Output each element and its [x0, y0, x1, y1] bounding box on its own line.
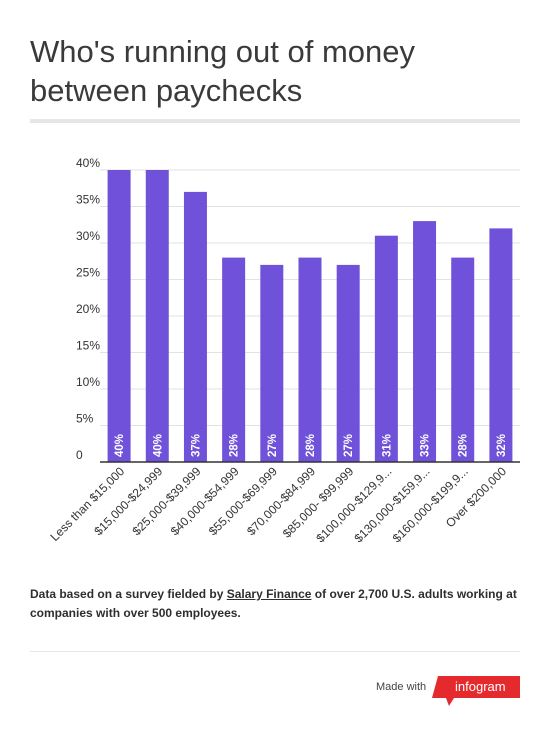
- title-divider: [30, 119, 520, 123]
- data-label: 28%: [305, 434, 317, 457]
- bar: [145, 170, 169, 462]
- x-tick-label: $85,000- $99,999: [280, 464, 357, 541]
- data-label: 40%: [152, 434, 164, 457]
- data-label: 27%: [343, 434, 355, 457]
- bar: [222, 257, 246, 462]
- data-label: 28%: [458, 434, 470, 457]
- bar: [107, 170, 131, 462]
- x-tick-label: $15,000-$24,999: [91, 464, 165, 538]
- footer-divider: [30, 651, 520, 652]
- x-tick-label: $25,000-$39,999: [130, 464, 204, 538]
- bar: [374, 235, 398, 462]
- x-tick-label: $40,000-$54,999: [168, 464, 242, 538]
- x-tick-label: $55,000-$69,999: [206, 464, 280, 538]
- infogram-logo[interactable]: [432, 672, 520, 708]
- y-tick-label: 30%: [76, 229, 100, 243]
- bar: [451, 257, 475, 462]
- data-label: 40%: [114, 434, 126, 457]
- bar: [183, 191, 207, 462]
- y-tick-label: 20%: [76, 302, 100, 316]
- y-tick-label: 25%: [76, 266, 100, 280]
- y-tick-label: 35%: [76, 193, 100, 207]
- data-label: 27%: [267, 434, 279, 457]
- data-label: 31%: [381, 434, 393, 457]
- bar: [298, 257, 322, 462]
- footnote-text-after: of over 2,700 U.S. adults working at com…: [30, 587, 517, 620]
- data-label: 37%: [190, 434, 202, 457]
- salary-finance-link[interactable]: Salary Finance: [226, 587, 312, 601]
- data-label: 28%: [229, 434, 241, 457]
- y-tick-label: 0: [76, 448, 83, 462]
- data-label: 32%: [496, 434, 508, 457]
- y-tick-label: 40%: [76, 156, 100, 170]
- made-with-label: Made with: [376, 681, 427, 693]
- y-tick-label: 10%: [76, 375, 100, 389]
- footnote-text-before: Data based on a survey fielded by: [30, 587, 227, 601]
- footnote: Data based on a survey fielded by Salary…: [30, 585, 520, 623]
- y-tick-label: 15%: [76, 339, 100, 353]
- bar: [336, 264, 360, 462]
- chart-title: Who's running out of money between paych…: [30, 34, 416, 108]
- bar-chart: 05%10%15%20%25%30%35%40%40%Less than $15…: [47, 156, 520, 545]
- x-tick-label: $70,000-$84,999: [244, 464, 318, 538]
- infogram-flag-icon: [432, 676, 520, 706]
- y-tick-label: 5%: [76, 412, 94, 426]
- bar: [413, 221, 437, 462]
- bar: [260, 264, 284, 462]
- data-label: 33%: [420, 434, 432, 457]
- bar: [489, 228, 513, 462]
